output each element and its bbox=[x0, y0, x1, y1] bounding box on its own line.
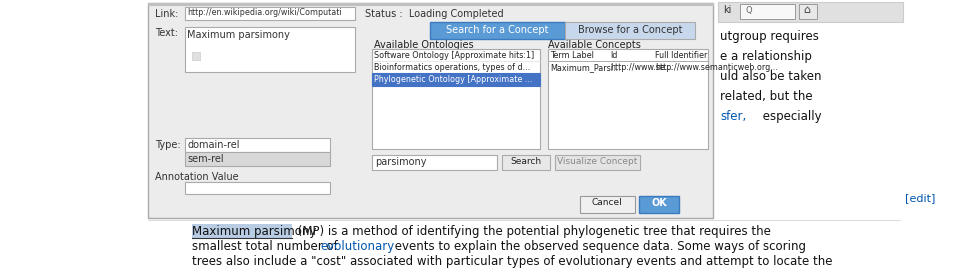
Text: OK: OK bbox=[651, 198, 667, 208]
Text: Browse for a Concept: Browse for a Concept bbox=[577, 25, 682, 35]
Text: (MP) is a method of identifying the potential phylogenetic tree that requires th: (MP) is a method of identifying the pote… bbox=[294, 225, 771, 238]
Bar bbox=[0, 220, 972, 272]
Bar bbox=[548, 49, 708, 149]
Bar bbox=[192, 52, 200, 60]
Text: parsimony: parsimony bbox=[375, 157, 427, 167]
Bar bbox=[740, 4, 795, 19]
Text: Available Concepts: Available Concepts bbox=[548, 40, 641, 50]
Bar bbox=[430, 22, 565, 39]
Bar bbox=[185, 138, 330, 152]
Text: ki: ki bbox=[723, 5, 731, 15]
Text: Maximum_Parsi...: Maximum_Parsi... bbox=[550, 63, 620, 72]
Text: ⌂: ⌂ bbox=[803, 5, 810, 15]
Bar bbox=[148, 3, 713, 5]
Text: [edit]: [edit] bbox=[905, 193, 935, 203]
Text: http://www.se...: http://www.se... bbox=[610, 63, 673, 72]
Text: Bioinformatics operations, types of d...: Bioinformatics operations, types of d... bbox=[374, 63, 530, 72]
Bar bbox=[718, 2, 903, 22]
Text: uld also be taken: uld also be taken bbox=[720, 70, 821, 83]
Bar bbox=[555, 155, 640, 170]
Text: Search: Search bbox=[510, 157, 541, 166]
Bar bbox=[148, 3, 713, 218]
Text: Maximum parsimony: Maximum parsimony bbox=[192, 225, 316, 238]
Text: Software Ontology [Approximate hits:1]: Software Ontology [Approximate hits:1] bbox=[374, 51, 535, 60]
Bar bbox=[799, 4, 817, 19]
Text: domain-rel: domain-rel bbox=[187, 140, 239, 150]
Bar bbox=[192, 224, 292, 238]
Text: e a relationship: e a relationship bbox=[720, 50, 812, 63]
Text: ...g...y: ...g...y bbox=[720, 12, 755, 22]
Text: events to explain the observed sequence data. Some ways of scoring: events to explain the observed sequence … bbox=[391, 240, 806, 253]
Bar bbox=[502, 155, 550, 170]
Text: Link:: Link: bbox=[155, 9, 179, 19]
Text: evolutionary: evolutionary bbox=[320, 240, 395, 253]
Text: http://en.wikipedia.org/wiki/Computati: http://en.wikipedia.org/wiki/Computati bbox=[187, 8, 341, 17]
Text: Cancel: Cancel bbox=[592, 198, 622, 207]
Bar bbox=[372, 49, 540, 149]
Text: sfer,: sfer, bbox=[720, 110, 746, 123]
Text: utgroup requires: utgroup requires bbox=[720, 30, 818, 43]
Bar bbox=[565, 22, 695, 39]
Text: Id: Id bbox=[610, 51, 617, 60]
Bar bbox=[580, 196, 635, 213]
Text: smallest total number of: smallest total number of bbox=[192, 240, 341, 253]
Bar bbox=[0, 0, 155, 272]
Text: Visualize Concept: Visualize Concept bbox=[557, 157, 638, 166]
Bar bbox=[185, 27, 355, 72]
Text: Q: Q bbox=[745, 6, 751, 15]
Text: Term Label: Term Label bbox=[550, 51, 594, 60]
Text: related, but the: related, but the bbox=[720, 90, 813, 103]
Text: Search for a Concept: Search for a Concept bbox=[446, 25, 548, 35]
Bar bbox=[185, 152, 330, 166]
Bar bbox=[372, 155, 497, 170]
Text: Phylogenetic Ontology [Approximate ...: Phylogenetic Ontology [Approximate ... bbox=[374, 75, 533, 84]
Text: Available Ontologies: Available Ontologies bbox=[374, 40, 473, 50]
Text: Maximum parsimony: Maximum parsimony bbox=[187, 30, 290, 40]
Text: Type:: Type: bbox=[155, 140, 181, 150]
Text: http://www.semanticweb.org...: http://www.semanticweb.org... bbox=[655, 63, 778, 72]
Text: especially: especially bbox=[759, 110, 821, 123]
Text: Full Identifier: Full Identifier bbox=[655, 51, 708, 60]
Bar bbox=[372, 73, 540, 86]
Text: Status :  Loading Completed: Status : Loading Completed bbox=[365, 9, 503, 19]
Text: Text:: Text: bbox=[155, 28, 178, 38]
Bar bbox=[720, 0, 972, 272]
Text: trees also include a "cost" associated with particular types of evolutionary eve: trees also include a "cost" associated w… bbox=[192, 255, 832, 268]
Bar bbox=[185, 182, 330, 194]
Text: sem-rel: sem-rel bbox=[187, 154, 224, 164]
Text: Annotation Value: Annotation Value bbox=[155, 172, 238, 182]
Bar bbox=[639, 196, 679, 213]
Bar bbox=[185, 7, 355, 20]
